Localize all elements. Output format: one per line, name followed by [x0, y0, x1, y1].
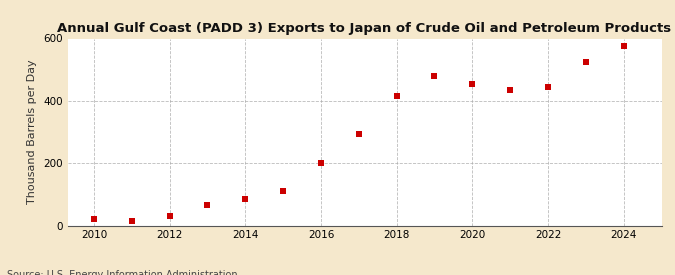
- Point: [354, 131, 364, 136]
- Point: [429, 74, 440, 78]
- Point: [240, 197, 250, 201]
- Point: [543, 85, 554, 89]
- Title: Annual Gulf Coast (PADD 3) Exports to Japan of Crude Oil and Petroleum Products: Annual Gulf Coast (PADD 3) Exports to Ja…: [57, 21, 672, 35]
- Point: [392, 94, 402, 98]
- Point: [316, 161, 327, 165]
- Point: [580, 60, 591, 64]
- Point: [126, 219, 137, 223]
- Point: [505, 88, 516, 92]
- Point: [618, 44, 629, 48]
- Text: Source: U.S. Energy Information Administration: Source: U.S. Energy Information Administ…: [7, 271, 238, 275]
- Point: [467, 81, 478, 86]
- Point: [88, 217, 99, 221]
- Point: [164, 214, 175, 218]
- Y-axis label: Thousand Barrels per Day: Thousand Barrels per Day: [28, 60, 37, 204]
- Point: [277, 189, 288, 193]
- Point: [202, 203, 213, 207]
